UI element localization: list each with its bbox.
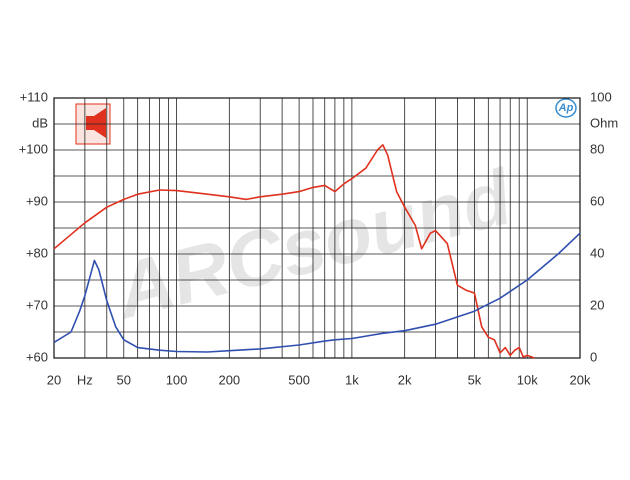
y-tick-label: +90 [26,193,48,208]
x-tick-label: 1k [345,372,359,387]
logo-text: Ap [558,102,574,114]
y-axis-label: dB [32,115,48,130]
x-tick-label: 5k [468,372,482,387]
y2-tick-label: 100 [590,89,612,104]
y2-tick-label: 0 [590,349,597,364]
logo: Ap [555,98,577,118]
x-tick-label: 2k [398,372,412,387]
y-tick-label: +110 [20,89,48,104]
y-tick-label: +100 [19,141,48,156]
x-tick-label: 50 [117,372,131,387]
plot-frame [53,97,581,359]
y-tick-label: +60 [26,349,48,364]
x-tick-label: 20k [570,372,591,387]
y-tick-label: +80 [26,245,48,260]
x-tick-label: Hz [77,372,93,387]
y2-tick-label: 20 [590,297,604,312]
y2-tick-label: 60 [590,193,604,208]
x-tick-label: 200 [218,372,240,387]
series-line [53,232,581,353]
series-line [53,144,535,359]
x-tick-label: 100 [166,372,188,387]
y2-axis-label: Ohm [590,115,618,130]
x-tick-label: 10k [517,372,538,387]
x-tick-label: 500 [288,372,310,387]
y2-tick-label: 40 [590,245,604,260]
x-tick-label: 20 [47,372,61,387]
y2-tick-label: 80 [590,141,604,156]
y-tick-label: +70 [26,297,48,312]
